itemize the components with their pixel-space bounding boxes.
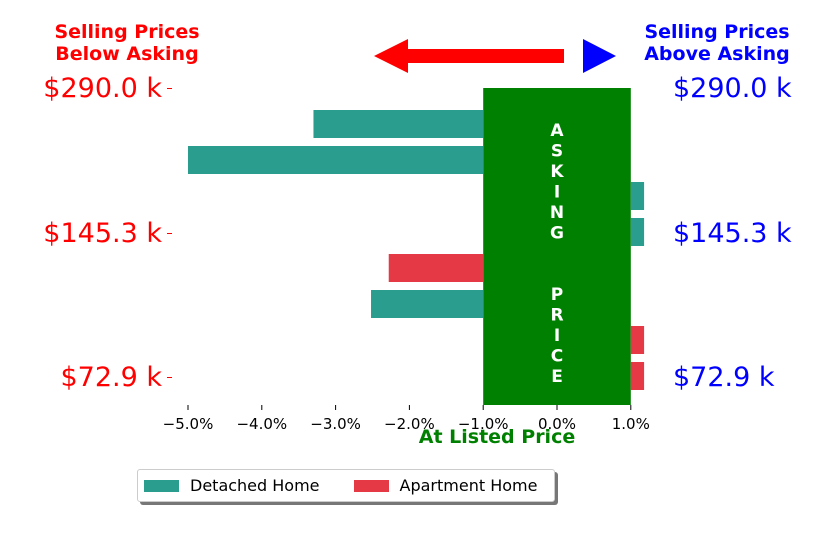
bar-apartment-6 [630,326,645,354]
y-tick-mark [167,88,172,89]
left-price-label-bottom: $72.9 k [60,362,162,393]
y-tick-mark [167,233,172,234]
right-price-label-bottom: $72.9 k [673,362,775,393]
bar-detached-5 [371,290,484,318]
asking-price-letter: P [551,285,563,305]
legend-swatch-apartment [353,479,389,492]
y-tick-mark [167,377,172,378]
bar-detached-3 [630,218,645,246]
legend-swatch-detached [144,479,179,492]
left-header-line1: Selling Prices [54,21,200,43]
x-tick-label: −3.0% [310,415,361,433]
asking-price-letter: A [550,121,564,141]
legend-item-apartment: Apartment Home [348,476,538,495]
x-tick-label: −4.0% [236,415,287,433]
at-listed-price-label: At Listed Price [418,426,576,448]
right-header-line2: Above Asking [644,43,790,65]
x-tick-label: 0.0% [538,415,576,433]
asking-price-letter: C [551,347,563,367]
asking-price-letter: I [554,326,560,346]
right-price-label-top: $290.0 k [673,73,792,104]
left-header-line2: Below Asking [55,43,199,65]
x-tick-label: −1.0% [458,415,509,433]
legend-label-apartment: Apartment Home [399,476,538,495]
asking-price-letter: K [550,162,564,182]
direction-arrows [374,39,616,73]
legend: Detached Home Apartment Home [137,469,555,502]
right-header: Selling Prices Above Asking [630,21,804,65]
bar-apartment-4 [388,254,484,282]
asking-price-band [483,88,631,405]
legend-item-detached: Detached Home [138,476,320,495]
asking-price-letter: S [551,142,563,162]
bar-detached-2 [630,182,645,210]
x-tick-label: 1.0% [612,415,650,433]
bar-detached-0 [313,110,484,138]
bar-detached-1 [188,146,484,174]
asking-price-letter: G [550,224,564,244]
left-price-label-mid: $145.3 k [43,218,162,249]
bar-apartment-7 [630,362,645,390]
x-tick-label: −2.0% [384,415,435,433]
asking-price-letter: R [550,306,563,326]
left-price-label-top: $290.0 k [43,73,162,104]
right-header-line1: Selling Prices [644,21,790,43]
legend-label-detached: Detached Home [190,476,320,495]
asking-price-letter: I [554,183,560,203]
x-tick-label: −5.0% [163,415,214,433]
asking-price-letter: E [551,367,563,387]
right-arrow-icon [583,39,616,73]
right-price-label-mid: $145.3 k [673,218,792,249]
asking-price-letter: N [550,203,564,223]
left-arrow-icon [374,39,564,73]
left-header: Selling Prices Below Asking [40,21,214,65]
